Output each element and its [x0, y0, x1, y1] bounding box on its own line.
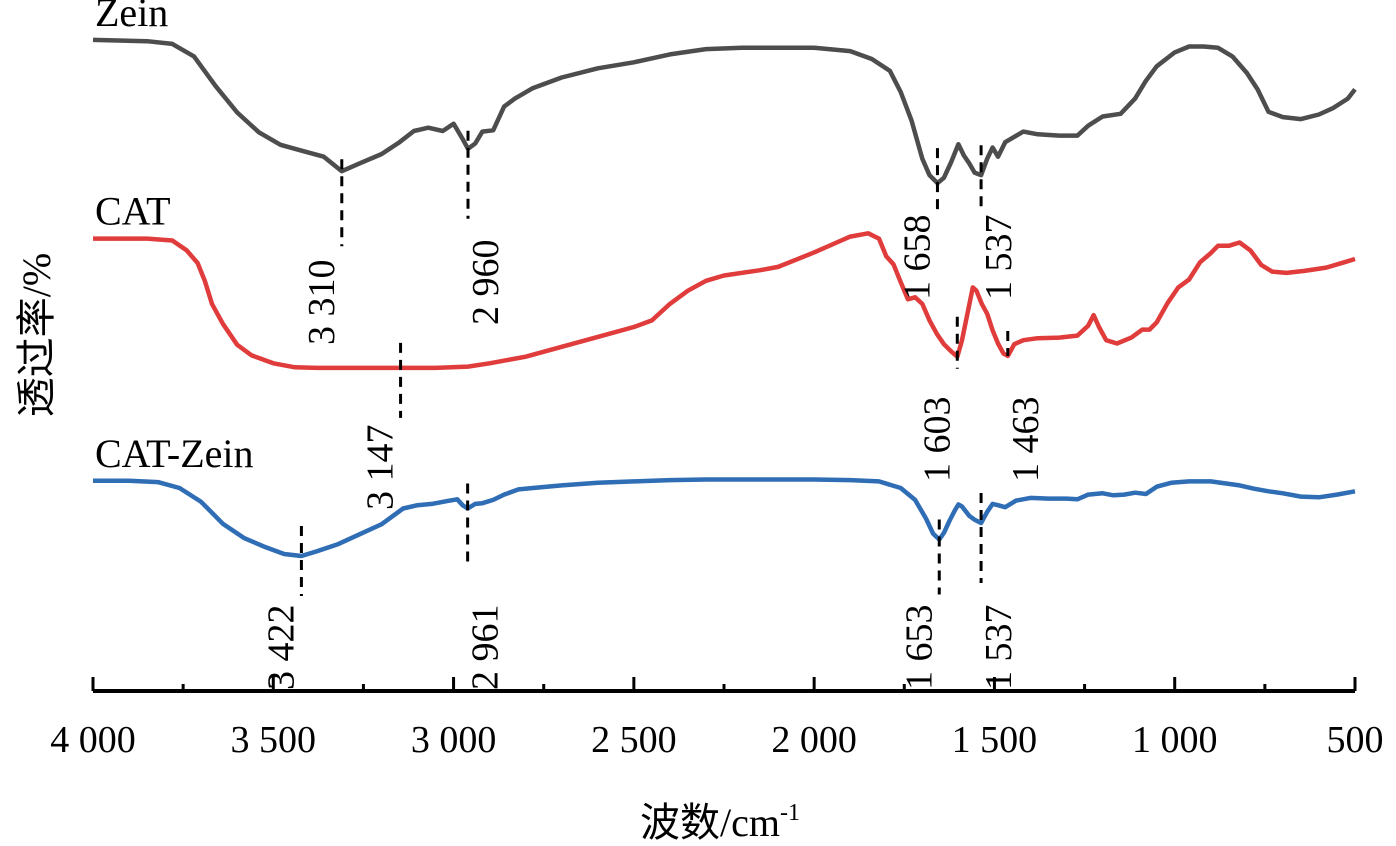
x-axis-title-sup: -1 [780, 800, 800, 826]
peak-label: 1 658 [896, 215, 938, 301]
peak-label: 2 961 [465, 605, 507, 691]
x-axis-title: 波数/cm-1 [640, 800, 800, 845]
series-line-cat [93, 231, 1356, 371]
peak-label: 1 537 [978, 605, 1020, 691]
x-tick-label: 2 500 [591, 719, 677, 761]
x-tick-label: 2 000 [771, 719, 857, 761]
x-axis: 4 000 3 500 3 000 2 500 2 000 1 500 1 000 500 [50, 677, 1384, 761]
peak-label: 1 603 [916, 397, 958, 483]
peak-label: 2 960 [465, 240, 507, 326]
peak-label: 1 653 [898, 605, 940, 691]
peak-label: 1 463 [1005, 397, 1047, 483]
annotation-layer: 3 310 2 960 1 658 1 537 3 147 1 603 1 463 3 422… [260, 130, 1047, 691]
peak-label: 1 537 [978, 215, 1020, 301]
x-tick-label: 1 500 [952, 719, 1038, 761]
series-label-cat: CAT [95, 189, 171, 234]
series-label-cat-zein: CAT-Zein [95, 431, 254, 476]
x-tick-label: 3 000 [411, 719, 497, 761]
series-layer [92, 37, 1357, 559]
series-line-cat-zein [93, 477, 1356, 559]
peak-label: 3 147 [360, 425, 402, 511]
x-tick-label: 1 000 [1132, 719, 1218, 761]
peak-label: 3 310 [301, 260, 343, 346]
x-tick-layer: 4 000 3 500 3 000 2 500 2 000 1 500 1 000 500 [50, 677, 1384, 761]
x-axis-title-main: 波数/cm [640, 800, 780, 845]
series-label-layer: Zein CAT CAT-Zein [95, 0, 254, 476]
x-tick-label: 500 [1327, 719, 1384, 761]
y-axis-title: 透过率/% [14, 253, 59, 417]
peak-label: 3 422 [260, 605, 302, 691]
x-tick-label: 4 000 [50, 719, 136, 761]
series-label-zein: Zein [95, 0, 168, 35]
x-tick-label: 3 500 [231, 719, 317, 761]
series-line-zein [92, 37, 1357, 186]
